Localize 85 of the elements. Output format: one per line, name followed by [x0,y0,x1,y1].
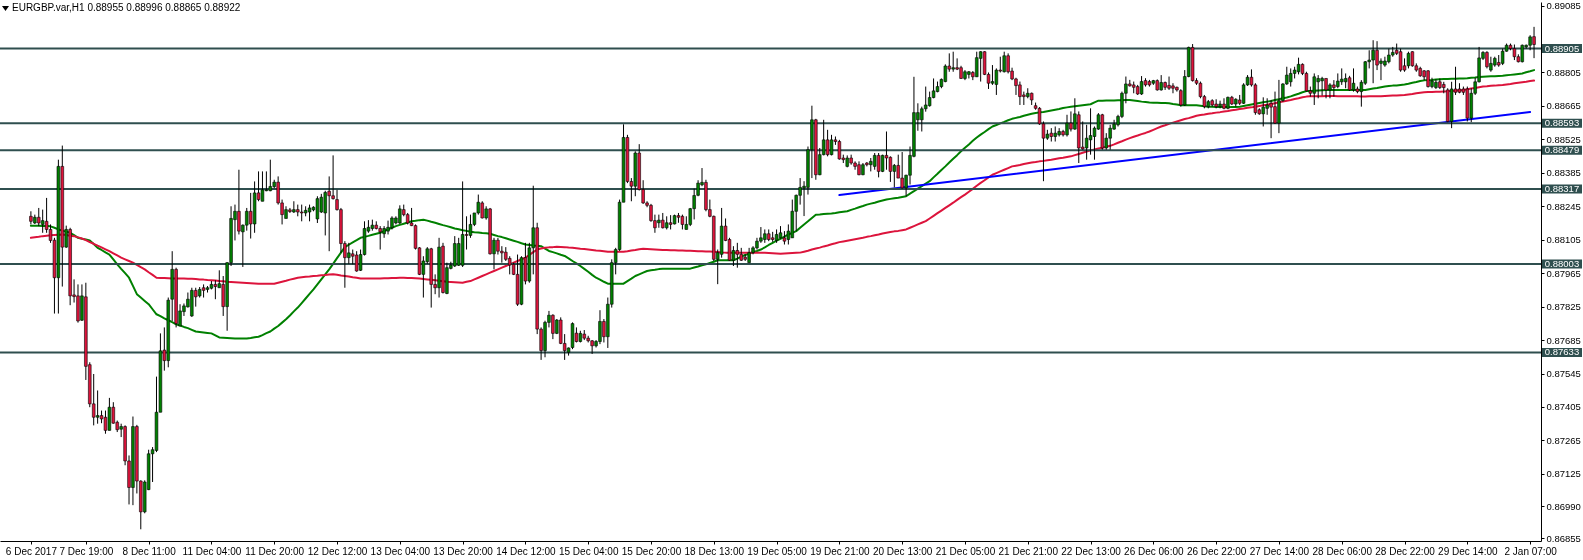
candlestick [268,159,272,192]
x-tick-label: 28 Dec 22:00 [1375,545,1436,557]
candlestick [990,64,995,86]
x-tick-label: 26 Dec 22:00 [1186,545,1247,557]
candlestick [457,237,461,267]
x-tick-label: 18 Dec 13:00 [684,545,745,557]
candlestick [29,210,33,225]
x-tick-label: 19 Dec 21:00 [810,545,871,557]
y-tick-label: 0.86855 [1546,532,1581,544]
candlestick [1171,82,1175,94]
x-tick-label: 26 Dec 06:00 [1124,545,1185,557]
candlestick [590,339,594,355]
y-tick-label: 0.88805 [1546,66,1581,78]
x-tick-label: 14 Dec 12:00 [496,545,557,557]
x-tick-label: 21 Dec 21:00 [998,545,1059,557]
y-tick-label: 0.88245 [1546,200,1581,212]
candlestick [1312,72,1316,106]
candlestick [249,192,253,240]
candlestick [951,51,955,73]
x-tick-label: 13 Dec 04:00 [370,545,431,557]
candlestick [551,313,555,340]
candlestick [1088,107,1093,156]
x-tick-label: 2 Jan 07:00 [1504,545,1558,557]
candlestick [837,139,842,161]
x-tick-label: 29 Dec 14:00 [1438,545,1498,557]
candlestick [1316,74,1320,99]
candlestick [378,225,382,251]
y-tick-label: 0.87965 [1546,267,1581,279]
y-tick-label: 0.88525 [1546,133,1581,145]
candlestick [1167,76,1171,91]
candlestick [107,397,112,431]
y-tick-label: 0.88385 [1546,167,1581,179]
candlestick [1371,39,1375,84]
candlestick [825,129,830,157]
candlestick [453,235,457,268]
candlestick [1320,76,1324,97]
y-tick-label: 0.87825 [1546,301,1581,313]
candlestick [1277,79,1281,134]
x-tick-label: 28 Dec 06:00 [1312,545,1373,557]
candlestick [1108,124,1112,151]
candlestick [978,50,983,83]
x-tick-label: 11 Dec 20:00 [245,545,305,557]
chart-title: EURGBP.var,H1 0.88955 0.88996 0.88865 0.88922 [12,2,241,13]
y-tick-label: 0.87265 [1546,434,1581,446]
candlestick [347,242,351,265]
x-tick-label: 11 Dec 04:00 [182,545,242,557]
x-tick-label: 6 Dec 2017 [5,545,58,557]
x-tick-label: 8 Dec 11:00 [122,545,177,557]
candlestick [900,151,904,190]
candlestick [1069,110,1073,132]
y-tick-label: 0.87125 [1546,468,1581,480]
candlestick [1065,114,1069,138]
x-tick-label: 20 Dec 13:00 [872,545,933,557]
x-tick-label: 22 Dec 13:00 [1061,545,1122,557]
x-tick-label: 15 Dec 20:00 [621,545,682,557]
y-tick-label: 0.89085 [1546,0,1581,12]
x-tick-label: 19 Dec 05:00 [747,545,808,557]
candlestick [1532,26,1536,59]
candlestick [1214,98,1218,109]
candlestick [1018,81,1022,106]
candlestick [975,51,979,78]
y-tick-label: 0.87405 [1546,401,1581,413]
y-tick-label: 0.87685 [1546,334,1581,346]
x-tick-label: 15 Dec 04:00 [558,545,619,557]
candlestick [292,200,296,214]
candlestick [508,255,512,275]
y-tick-label: 0.88105 [1546,234,1581,246]
candlestick [994,67,999,96]
x-tick-label: 13 Dec 20:00 [433,545,494,557]
candlestick [1328,82,1332,99]
x-tick-label: 7 Dec 19:00 [59,545,114,557]
candlestick [95,389,100,425]
candlestick [1261,96,1265,127]
candlestick [386,220,390,235]
x-tick-label: 21 Dec 05:00 [935,545,996,557]
x-tick-label: 12 Dec 12:00 [307,545,368,557]
candlestick [1289,67,1293,88]
candlestick [1222,97,1226,110]
candlestick [398,204,402,225]
y-tick-label: 0.86990 [1546,500,1581,512]
y-tick-label: 0.88665 [1546,100,1581,112]
candlestick [323,190,327,236]
candlestick [598,309,602,345]
x-tick-label: 27 Dec 14:00 [1249,545,1310,557]
y-tick-label: 0.87545 [1546,368,1581,380]
